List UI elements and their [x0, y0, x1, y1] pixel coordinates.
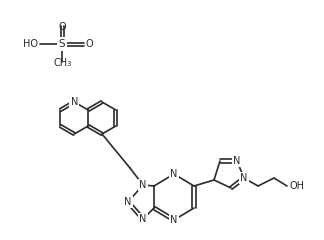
Text: OH: OH — [289, 181, 304, 191]
Text: N: N — [124, 197, 132, 207]
Text: N: N — [71, 97, 78, 107]
Text: N: N — [139, 214, 147, 224]
Text: 3: 3 — [66, 61, 71, 67]
Text: N: N — [139, 180, 147, 190]
Text: N: N — [139, 180, 147, 190]
Text: N: N — [240, 173, 248, 183]
Text: S: S — [59, 39, 65, 49]
Text: N: N — [71, 97, 78, 107]
Text: CH: CH — [54, 58, 68, 68]
Text: N: N — [170, 215, 178, 225]
Text: N: N — [170, 169, 178, 179]
Text: N: N — [170, 215, 178, 225]
Text: N: N — [233, 156, 241, 166]
Text: N: N — [240, 173, 248, 183]
Text: S: S — [59, 39, 65, 49]
Text: HO: HO — [23, 39, 38, 49]
Text: O: O — [58, 22, 66, 32]
Text: N: N — [124, 197, 132, 207]
Text: N: N — [233, 156, 241, 166]
Text: O: O — [86, 39, 94, 49]
Text: N: N — [139, 214, 147, 224]
Text: N: N — [170, 169, 178, 179]
